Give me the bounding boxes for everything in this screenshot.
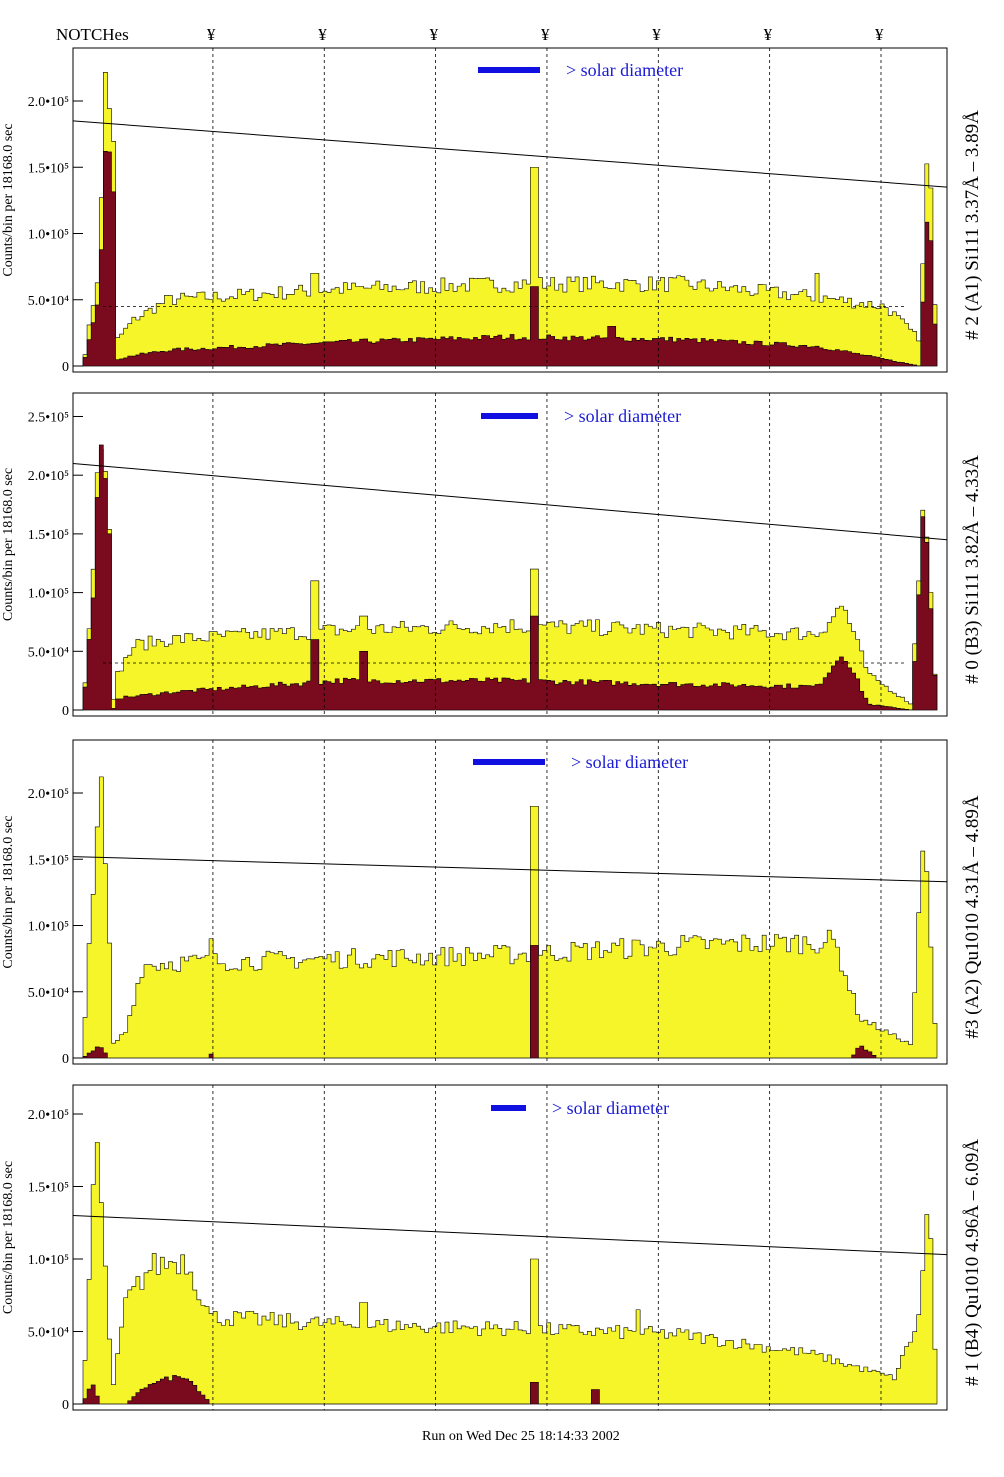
legend-label: > solar diameter (552, 1098, 669, 1118)
y-tick-label: 2.0•10⁵ (28, 95, 69, 110)
notch-symbol-7: ¥ (875, 25, 884, 44)
y-tick-label: 0 (62, 704, 69, 719)
y-axis-label: Counts/bin per 18168.0 sec (1, 815, 16, 968)
legend-label: > solar diameter (564, 406, 681, 426)
run-footer: Run on Wed Dec 25 18:14:33 2002 (422, 1429, 620, 1444)
y-axis-label: Counts/bin per 18168.0 sec (1, 468, 16, 621)
y-tick-label: 2.5•10⁵ (28, 410, 69, 425)
y-tick-label: 1.0•10⁵ (28, 587, 69, 602)
notch-symbol-5: ¥ (652, 25, 661, 44)
notch-symbol-2: ¥ (318, 25, 327, 44)
histogram-total (82, 776, 938, 1059)
chart-panel-4: 0 5.0•10⁴ 1.0•10⁵ 1.5•10⁵ 2.0•10⁵ Counts/bin … (1, 1084, 983, 1413)
chart-panel-2: 0 5.0•10⁴ 1.0•10⁵ 1.5•10⁵ 2.0•10⁵ 2.5•10⁵ Coun… (1, 392, 983, 719)
trend-line (72, 1215, 948, 1256)
y-tick-label: 1.5•10⁵ (28, 1181, 69, 1196)
histogram-total (82, 449, 938, 711)
y-tick-label: 1.0•10⁵ (28, 1253, 69, 1268)
legend-label: > solar diameter (566, 60, 683, 80)
y-tick-label: 2.0•10⁵ (28, 1108, 69, 1123)
y-tick-label: 0 (62, 360, 69, 375)
y-tick-label: 0 (62, 1398, 69, 1413)
notch-symbol-1: ¥ (207, 25, 216, 44)
plot-frame (72, 1084, 948, 1411)
y-tick-label: 0 (62, 1052, 69, 1067)
y-tick-label: 2.0•10⁵ (28, 787, 69, 802)
trend-line (72, 462, 948, 541)
panel-title: #3 (A2) Qu1010 4.31Å – 4.89Å (962, 795, 983, 1039)
chart-panel-3: 0 5.0•10⁴ 1.0•10⁵ 1.5•10⁵ 2.0•10⁵ Counts/bin … (1, 739, 983, 1067)
y-tick-label: 5.0•10⁴ (28, 986, 69, 1001)
plot-frame (72, 739, 948, 1065)
panel-title: # 2 (A1) Si111 3.37Å – 3.89Å (962, 110, 983, 340)
y-tick-label: 2.0•10⁵ (28, 469, 69, 484)
trend-line (72, 856, 948, 883)
y-tick-label: 1.0•10⁵ (28, 228, 69, 243)
histogram-dark (82, 1375, 937, 1405)
chart-panel-1: 0 5.0•10⁴ 1.0•10⁵ 1.5•10⁵ 2.0•10⁵ Counts/bin … (1, 47, 983, 375)
histogram-dark (82, 945, 937, 1059)
trend-line (72, 120, 948, 188)
plot-frame (72, 47, 948, 373)
y-axis-label: Counts/bin per 18168.0 sec (1, 123, 16, 276)
y-tick-label: 1.5•10⁵ (28, 161, 69, 176)
y-tick-label: 1.0•10⁵ (28, 920, 69, 935)
notches-title: NOTCHes (56, 25, 129, 44)
y-tick-label: 1.5•10⁵ (28, 853, 69, 868)
panel-title: # 1 (B4) Qu1010 4.96Å – 6.09Å (962, 1139, 983, 1386)
histogram-dark (82, 151, 938, 367)
y-tick-label: 5.0•10⁴ (28, 645, 69, 660)
plot-frame (72, 392, 948, 717)
histogram-total (82, 1142, 938, 1405)
y-tick-label: 5.0•10⁴ (28, 1326, 69, 1341)
notch-symbol-6: ¥ (764, 25, 773, 44)
histogram-total (82, 71, 938, 367)
y-tick-label: 1.5•10⁵ (28, 528, 69, 543)
histogram-dark (82, 444, 938, 711)
notch-symbol-3: ¥ (430, 25, 439, 44)
y-tick-label: 5.0•10⁴ (28, 294, 69, 309)
notch-symbol-4: ¥ (541, 25, 550, 44)
chart-panels: 0 5.0•10⁴ 1.0•10⁵ 1.5•10⁵ 2.0•10⁵ Counts/bin … (1, 47, 983, 1413)
legend-label: > solar diameter (571, 752, 688, 772)
notch-markers: ¥ ¥ ¥ ¥ ¥ ¥ ¥ (207, 25, 884, 44)
panel-title: # 0 (B3) Si111 3.82Å – 4.33Å (962, 455, 983, 684)
y-axis-label: Counts/bin per 18168.0 sec (1, 1161, 16, 1314)
